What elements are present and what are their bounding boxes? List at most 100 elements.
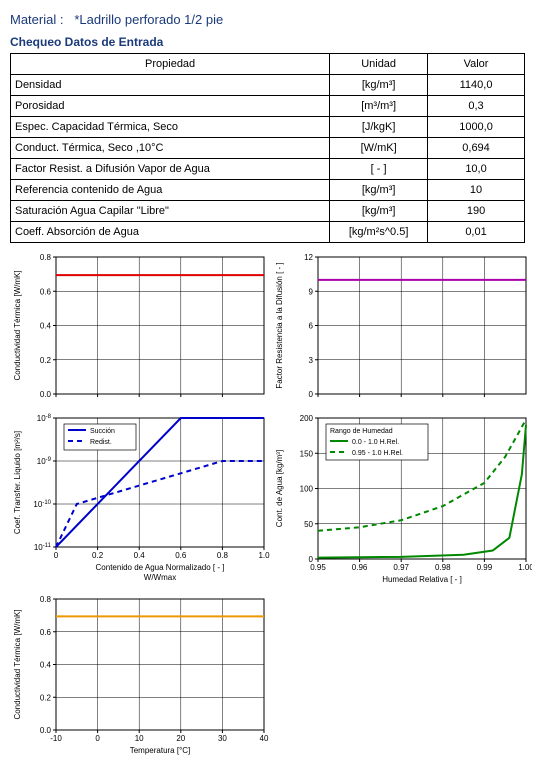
cell: [kg/m²s^0.5]: [330, 222, 428, 243]
material-label: Material :: [10, 12, 63, 27]
svg-text:Rango de Humedad: Rango de Humedad: [330, 428, 393, 435]
svg-text:10: 10: [135, 734, 144, 743]
svg-text:0.8: 0.8: [217, 551, 229, 560]
svg-text:0.0 - 1.0 H.Rel.: 0.0 - 1.0 H.Rel.: [352, 439, 399, 446]
cell: 0,01: [428, 222, 525, 243]
svg-text:1.0: 1.0: [258, 551, 270, 560]
svg-text:0.2: 0.2: [40, 693, 52, 702]
table-row: Coeff. Absorción de Agua[kg/m²s^0.5]0,01: [11, 222, 525, 243]
svg-text:Redist.: Redist.: [90, 439, 112, 446]
svg-text:6: 6: [309, 322, 314, 331]
table-row: Espec. Capacidad Térmica, Seco[J/kgK]100…: [11, 117, 525, 138]
svg-text:Humedad Relativa [ - ]: Humedad Relativa [ - ]: [382, 575, 462, 584]
cell: 10,0: [428, 159, 525, 180]
table-row: Conduct. Térmica, Seco ,10°C[W/mK]0,694: [11, 138, 525, 159]
svg-text:0: 0: [309, 390, 314, 399]
svg-text:10-11: 10-11: [34, 543, 52, 552]
cell: [W/mK]: [330, 138, 428, 159]
table-row: Densidad[kg/m³]1140,0: [11, 75, 525, 96]
cell: Densidad: [11, 75, 330, 96]
svg-text:0.4: 0.4: [134, 551, 146, 560]
svg-text:0.6: 0.6: [40, 628, 52, 637]
chart-cont-agua: 0.950.960.970.980.991.00050100150200Cont…: [272, 412, 532, 587]
header-propiedad: Propiedad: [11, 54, 330, 75]
table-row: Referencia contenido de Agua[kg/m³]10: [11, 180, 525, 201]
svg-text:0.4: 0.4: [40, 322, 52, 331]
svg-text:20: 20: [176, 734, 185, 743]
table-row: Saturación Agua Capilar "Libre"[kg/m³]19…: [11, 201, 525, 222]
cell: 10: [428, 180, 525, 201]
svg-text:0.95 - 1.0 H.Rel.: 0.95 - 1.0 H.Rel.: [352, 450, 403, 457]
svg-text:0.96: 0.96: [352, 563, 368, 572]
svg-text:12: 12: [304, 253, 313, 262]
svg-text:0.95: 0.95: [310, 563, 326, 572]
material-line: Material : *Ladrillo perforado 1/2 pie: [10, 12, 532, 27]
svg-text:0: 0: [95, 734, 100, 743]
svg-text:Succión: Succión: [90, 428, 115, 435]
svg-text:0.0: 0.0: [40, 390, 52, 399]
svg-text:0.97: 0.97: [393, 563, 409, 572]
section-title: Chequeo Datos de Entrada: [10, 35, 532, 49]
svg-text:1.00: 1.00: [518, 563, 532, 572]
chart-coef-transfer-liquido: 0 0.2 0.4 0.6 0.8 1.0 10-11 10-10 10-9 10-8 Coef. …: [10, 412, 270, 587]
svg-text:Temperatura [°C]: Temperatura [°C]: [130, 746, 191, 755]
svg-text:Conductividad Térmica [W/mK]: Conductividad Térmica [W/mK]: [13, 609, 22, 719]
cell: [kg/m³]: [330, 201, 428, 222]
svg-text:0.8: 0.8: [40, 595, 52, 604]
svg-text:0.8: 0.8: [40, 253, 52, 262]
cell: Referencia contenido de Agua: [11, 180, 330, 201]
svg-text:10-10: 10-10: [33, 500, 51, 509]
svg-text:0: 0: [54, 551, 59, 560]
chart-factor-resistencia-difusion: 0 3 6 9 12 Factor Resistencia a la Difusión […: [272, 251, 532, 406]
chart-conductividad-termica-temp: -100102030400.00.20.40.60.8Conductividad…: [10, 593, 270, 758]
svg-text:10-9: 10-9: [37, 457, 52, 466]
header-valor: Valor: [428, 54, 525, 75]
svg-text:9: 9: [309, 287, 314, 296]
chart-empty: [272, 593, 532, 758]
cell: 190: [428, 201, 525, 222]
svg-text:Coef. Transfer. Líquido [m²/s]: Coef. Transfer. Líquido [m²/s]: [13, 431, 22, 534]
svg-text:100: 100: [300, 485, 314, 494]
svg-text:0.98: 0.98: [435, 563, 451, 572]
cell: [kg/m³]: [330, 180, 428, 201]
cell: Conduct. Térmica, Seco ,10°C: [11, 138, 330, 159]
svg-text:10-8: 10-8: [37, 414, 52, 423]
cell: Coeff. Absorción de Agua: [11, 222, 330, 243]
cell: [ - ]: [330, 159, 428, 180]
cell: Factor Resist. a Difusión Vapor de Agua: [11, 159, 330, 180]
svg-text:150: 150: [300, 449, 314, 458]
cell: [J/kgK]: [330, 117, 428, 138]
table-row: Factor Resist. a Difusión Vapor de Agua[…: [11, 159, 525, 180]
chart-conductividad-termica-top: 0.0 0.2 0.4 0.6 0.8 Conductividad Térmica [W/…: [10, 251, 270, 406]
cell: 1000,0: [428, 117, 525, 138]
cell: Porosidad: [11, 96, 330, 117]
properties-table: Propiedad Unidad Valor Densidad[kg/m³]11…: [10, 53, 525, 243]
svg-text:0.6: 0.6: [40, 287, 52, 296]
svg-text:0: 0: [309, 555, 314, 564]
svg-text:30: 30: [218, 734, 227, 743]
svg-text:0.2: 0.2: [40, 356, 52, 365]
material-name: *Ladrillo perforado 1/2 pie: [74, 12, 223, 27]
svg-text:40: 40: [260, 734, 269, 743]
charts-grid: 0.0 0.2 0.4 0.6 0.8 Conductividad Térmica [W/…: [10, 251, 532, 758]
cell: 0,3: [428, 96, 525, 117]
svg-text:0.4: 0.4: [40, 661, 52, 670]
svg-text:0.6: 0.6: [175, 551, 187, 560]
cell: [kg/m³]: [330, 75, 428, 96]
svg-text:0.2: 0.2: [92, 551, 104, 560]
svg-text:Cont. de Agua [kg/m³]: Cont. de Agua [kg/m³]: [275, 450, 284, 527]
svg-text:Conductividad Térmica [W/mK]: Conductividad Térmica [W/mK]: [13, 270, 22, 380]
svg-text:3: 3: [309, 356, 314, 365]
table-header-row: Propiedad Unidad Valor: [11, 54, 525, 75]
svg-text:-10: -10: [50, 734, 62, 743]
table-row: Porosidad[m³/m³]0,3: [11, 96, 525, 117]
svg-text:0.99: 0.99: [477, 563, 493, 572]
cell: 0,694: [428, 138, 525, 159]
svg-text:50: 50: [304, 520, 313, 529]
header-unidad: Unidad: [330, 54, 428, 75]
svg-text:Factor Resistencia a la Difusi: Factor Resistencia a la Difusión [ - ]: [275, 262, 284, 388]
svg-text:Contenido de Agua Normalizado: Contenido de Agua Normalizado [ - ]: [96, 563, 225, 572]
cell: Saturación Agua Capilar "Libre": [11, 201, 330, 222]
svg-text:W/Wmax: W/Wmax: [144, 573, 176, 582]
cell: 1140,0: [428, 75, 525, 96]
